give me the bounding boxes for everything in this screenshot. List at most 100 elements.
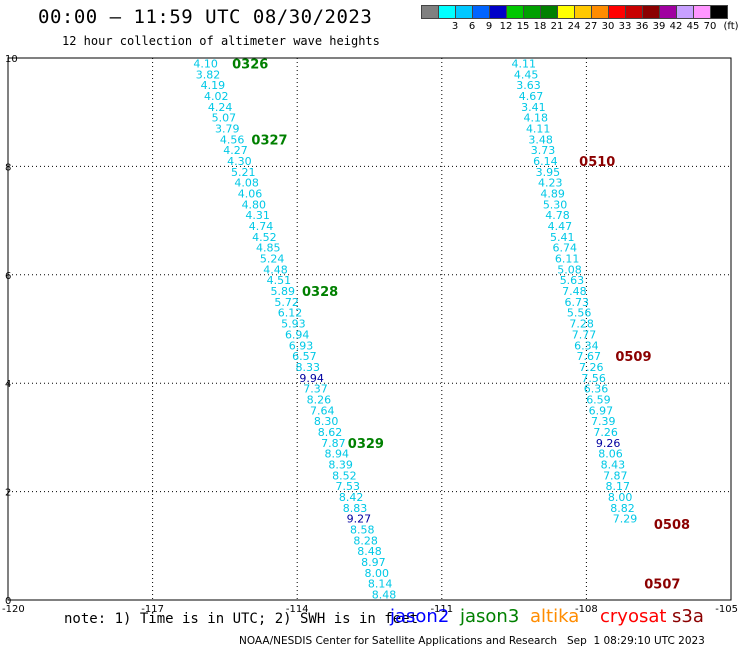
wave-height-point: 6.74	[552, 242, 577, 255]
wave-height-point: 8.48	[372, 589, 397, 602]
wave-height-point: 7.67	[577, 350, 602, 363]
x-tick-label: -114	[286, 604, 309, 615]
wave-height-point: 7.26	[579, 361, 604, 374]
pass-time-label: 0329	[348, 437, 384, 452]
satellite-jason2: jason2	[390, 606, 450, 627]
satellite-jason3: jason3	[460, 606, 520, 627]
wave-height-point: 5.08	[557, 263, 582, 276]
wave-height-point: 4.47	[548, 220, 573, 233]
pass-time-label: 0327	[251, 133, 287, 148]
wave-height-point: 5.89	[270, 285, 295, 298]
wave-height-point: 9.26	[596, 437, 621, 450]
wave-height-point: 8.33	[296, 361, 321, 374]
satellite-altika: altika	[530, 606, 580, 627]
wave-height-point: 4.23	[538, 177, 563, 190]
wave-height-point: 7.56	[581, 372, 606, 385]
wave-height-point: 5.56	[567, 307, 592, 320]
wave-height-point: 8.48	[357, 545, 382, 558]
wave-height-point: 8.00	[364, 567, 389, 580]
y-tick-label: 2	[5, 488, 11, 499]
wave-height-point: 8.00	[608, 491, 633, 504]
pass-time-label: 0507	[644, 578, 680, 593]
wave-height-point: 7.87	[603, 469, 628, 482]
wave-height-point: 8.82	[610, 502, 635, 515]
wave-height-point: 7.39	[591, 415, 616, 428]
wave-height-point: 8.97	[361, 556, 386, 569]
x-tick-label: -105	[715, 604, 738, 615]
wave-height-point: 8.30	[314, 415, 339, 428]
chart-subtitle: 12 hour collection of altimeter wave hei…	[62, 34, 380, 48]
pass-time-label: 0510	[579, 155, 615, 170]
legend-label: 33	[618, 21, 632, 32]
wave-height-point: 8.83	[343, 502, 368, 515]
wave-height-point: 8.94	[324, 448, 349, 461]
wave-height-point: 4.18	[524, 112, 549, 125]
credit-line: NOAA/NESDIS Center for Satellite Applica…	[239, 635, 705, 647]
legend-swatch	[710, 5, 728, 19]
x-tick-label: -120	[2, 604, 25, 615]
wave-height-point: 3.82	[196, 68, 221, 81]
wave-height-point: 7.37	[303, 383, 328, 396]
legend-label: 39	[652, 21, 666, 32]
legend-label: 9	[485, 21, 493, 32]
wave-height-point: 8.52	[332, 469, 357, 482]
x-tick-label: -111	[430, 604, 453, 615]
wave-height-point: 5.63	[560, 274, 585, 287]
wave-height-point: 4.56	[220, 133, 245, 146]
wave-height-point: 4.10	[193, 57, 218, 70]
wave-height-point: 4.80	[242, 198, 267, 211]
y-tick-label: 8	[5, 162, 11, 173]
wave-height-point: 6.11	[555, 253, 580, 266]
wave-height-point: 8.58	[350, 524, 375, 537]
legend-label: 3	[451, 21, 459, 32]
chart-title: 00:00 – 11:59 UTC 08/30/2023	[38, 6, 373, 28]
wave-height-point: 5.07	[212, 112, 237, 125]
pass-time-label: 0509	[615, 350, 651, 365]
wave-height-point: 4.31	[245, 209, 270, 222]
wave-height-point: 4.19	[201, 79, 226, 92]
legend-label: 42	[669, 21, 683, 32]
pass-time-label: 0326	[232, 57, 268, 72]
wave-height-point: 8.42	[339, 491, 364, 504]
wave-height-point: 4.30	[227, 155, 252, 168]
wave-height-point: 3.73	[531, 144, 556, 157]
wave-height-point: 8.06	[598, 448, 623, 461]
wave-height-point: 5.93	[281, 318, 306, 331]
legend-label: 36	[635, 21, 649, 32]
y-tick-label: 0	[5, 596, 11, 607]
satellite-s3a: s3a	[672, 606, 704, 627]
legend-label: 70	[703, 21, 717, 32]
wave-height-point: 7.29	[613, 513, 638, 526]
wave-height-point: 3.48	[528, 133, 553, 146]
wave-height-point: 7.87	[321, 437, 346, 450]
wave-height-point: 6.59	[586, 393, 611, 406]
wave-height-point: 3.79	[215, 122, 240, 135]
wave-height-point: 3.95	[536, 166, 561, 179]
wave-height-point: 4.24	[208, 101, 233, 114]
legend-label: 15	[516, 21, 530, 32]
wave-height-point: 4.45	[514, 68, 539, 81]
wave-height-point: 4.27	[223, 144, 248, 157]
wave-height-point: 6.73	[565, 296, 590, 309]
wave-height-point: 5.72	[274, 296, 299, 309]
legend-unit: (ft)	[723, 21, 739, 32]
wave-height-point: 6.14	[533, 155, 558, 168]
wave-height-point: 8.39	[328, 459, 353, 472]
legend-label: 18	[533, 21, 547, 32]
wave-height-point: 5.24	[260, 253, 285, 266]
wave-height-point: 6.97	[589, 404, 614, 417]
wave-height-point: 4.51	[267, 274, 292, 287]
y-tick-label: 4	[5, 379, 11, 390]
wave-height-point: 5.30	[543, 198, 568, 211]
wave-height-point: 4.85	[256, 242, 281, 255]
wave-height-point: 4.78	[545, 209, 570, 222]
wave-height-point: 4.52	[252, 231, 277, 244]
wave-height-point: 4.74	[249, 220, 274, 233]
wave-height-point: 8.14	[368, 578, 393, 591]
wave-height-point: 4.06	[238, 188, 263, 201]
y-tick-label: 10	[5, 54, 18, 65]
x-tick-label: -117	[141, 604, 164, 615]
wave-height-point: 6.94	[285, 328, 310, 341]
wave-height-point: 8.62	[318, 426, 343, 439]
legend-label: 27	[584, 21, 598, 32]
